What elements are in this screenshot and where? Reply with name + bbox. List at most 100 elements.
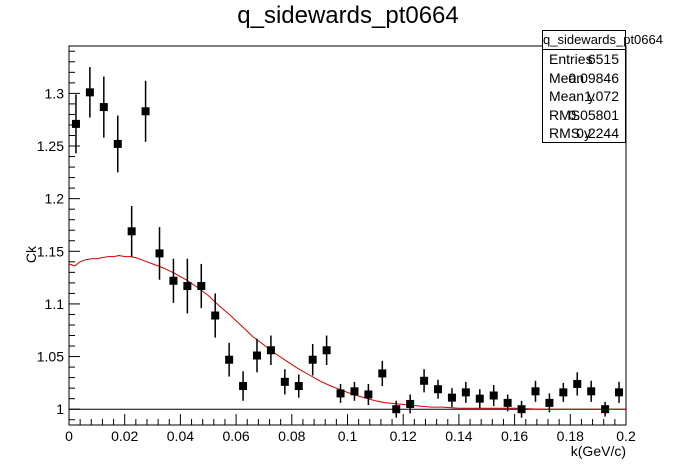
point-marker bbox=[573, 379, 582, 388]
stats-row-rms: RMS 0.05801 bbox=[543, 106, 625, 125]
y-tick-label: 1.2 bbox=[45, 191, 65, 207]
data-point bbox=[392, 400, 401, 418]
data-point bbox=[322, 335, 331, 365]
axis-labels-group: 0 0.02 0.04 0.06 0.08 0.1 0.12 0.14 0.16 0.18 0.2 1… bbox=[23, 85, 636, 459]
data-point bbox=[225, 342, 234, 377]
data-point bbox=[406, 394, 415, 414]
data-point bbox=[364, 383, 373, 405]
data-point bbox=[252, 338, 261, 373]
point-marker bbox=[71, 119, 80, 128]
point-marker bbox=[559, 388, 568, 397]
point-marker bbox=[434, 385, 443, 394]
point-marker bbox=[447, 393, 456, 402]
data-point bbox=[294, 374, 303, 398]
point-marker bbox=[308, 355, 317, 364]
point-marker bbox=[85, 88, 94, 97]
data-point bbox=[85, 67, 94, 118]
stats-row-entries: Entries 6515 bbox=[543, 50, 625, 69]
point-marker bbox=[211, 311, 220, 320]
data-point bbox=[601, 401, 610, 417]
x-tick-label: 0.14 bbox=[445, 428, 472, 444]
data-point bbox=[211, 293, 220, 338]
stats-value: 1.072 bbox=[583, 88, 619, 105]
x-tick-label: 0.18 bbox=[557, 428, 584, 444]
data-point bbox=[336, 383, 345, 403]
x-tick-label: 0.02 bbox=[111, 428, 138, 444]
y-tick-label: 1 bbox=[56, 401, 64, 417]
data-point bbox=[113, 115, 122, 173]
data-point bbox=[461, 381, 470, 403]
data-point bbox=[420, 369, 429, 393]
data-point bbox=[350, 381, 359, 401]
y-tick-label: 1.1 bbox=[45, 296, 65, 312]
data-point bbox=[169, 258, 178, 303]
stats-value: 0.09846 bbox=[568, 69, 619, 86]
data-point bbox=[503, 394, 512, 412]
point-marker bbox=[197, 282, 206, 291]
data-point bbox=[489, 384, 498, 407]
x-tick-label: 0.2 bbox=[616, 428, 636, 444]
data-point bbox=[183, 258, 192, 314]
point-marker bbox=[113, 139, 122, 148]
x-tick-label: 0 bbox=[65, 428, 73, 444]
data-point bbox=[447, 388, 456, 408]
data-point bbox=[71, 94, 80, 154]
data-point bbox=[434, 379, 443, 399]
data-point bbox=[475, 389, 484, 409]
x-tick-label: 0.1 bbox=[338, 428, 358, 444]
point-marker bbox=[183, 282, 192, 291]
data-point bbox=[280, 369, 289, 395]
point-marker bbox=[169, 276, 178, 285]
stats-label: Mean y bbox=[549, 88, 595, 105]
data-point bbox=[239, 371, 248, 401]
axes bbox=[68, 45, 627, 426]
point-marker bbox=[99, 103, 108, 112]
point-marker bbox=[141, 107, 150, 116]
point-marker bbox=[155, 249, 164, 258]
data-point bbox=[378, 360, 387, 387]
data-point bbox=[127, 206, 136, 257]
data-point bbox=[308, 343, 317, 376]
data-point bbox=[573, 372, 582, 396]
point-marker bbox=[615, 388, 624, 397]
x-axis-title: k(GeV/c) bbox=[571, 443, 626, 459]
point-marker bbox=[294, 382, 303, 391]
data-point bbox=[545, 393, 554, 413]
data-point bbox=[587, 380, 596, 402]
data-point bbox=[517, 400, 526, 418]
point-marker bbox=[475, 394, 484, 403]
point-marker bbox=[489, 391, 498, 400]
stats-row-mean: Mean 0.09846 bbox=[543, 69, 625, 88]
x-tick-label: 0.06 bbox=[222, 428, 249, 444]
stats-label: RMS y bbox=[549, 125, 591, 142]
point-marker bbox=[545, 398, 554, 407]
stats-label: Mean bbox=[549, 69, 585, 86]
fit-curve-group bbox=[68, 254, 626, 410]
point-marker bbox=[322, 346, 331, 355]
y-tick-label: 1.3 bbox=[45, 85, 65, 101]
data-point bbox=[266, 335, 275, 365]
point-marker bbox=[461, 388, 470, 397]
point-marker bbox=[266, 346, 275, 355]
point-marker bbox=[601, 405, 610, 414]
y-tick-label: 1.05 bbox=[37, 349, 64, 365]
y-tick-label: 1.15 bbox=[37, 243, 64, 259]
point-marker bbox=[336, 389, 345, 398]
stats-value: 0.2244 bbox=[576, 125, 619, 142]
stats-label: Entries bbox=[549, 51, 593, 67]
x-tick-label: 0.12 bbox=[390, 428, 417, 444]
stats-row-rms-y: RMS y 0.2244 bbox=[543, 124, 625, 143]
point-marker bbox=[378, 369, 387, 378]
x-tick-label: 0.08 bbox=[278, 428, 305, 444]
point-marker bbox=[392, 405, 401, 414]
fit-curve bbox=[68, 254, 626, 410]
point-marker bbox=[420, 376, 429, 385]
y-axis-title: Ck bbox=[23, 245, 39, 263]
stats-box: q_sidewards_pt0664 Entries 6515 Mean 0.098… bbox=[542, 30, 663, 143]
data-point bbox=[531, 380, 540, 402]
stats-row-mean-y: Mean y 1.072 bbox=[543, 87, 625, 106]
data-point bbox=[141, 80, 150, 142]
data-point bbox=[99, 76, 108, 138]
data-point bbox=[197, 263, 206, 309]
